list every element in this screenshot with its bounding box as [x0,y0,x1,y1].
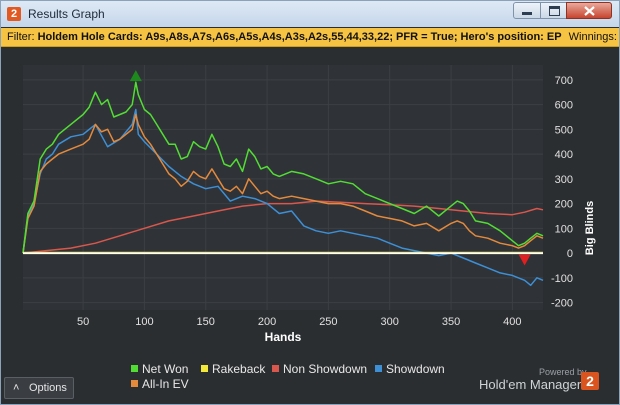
y-tick-label: -200 [551,298,573,310]
close-icon [584,6,595,16]
series-layer [22,81,544,287]
options-button[interactable]: ˄ Options [4,377,74,399]
winnings-text: Winnings: 69,5 [568,31,619,43]
y-tick-label: 700 [555,75,573,87]
y-tick-label: -100 [551,273,573,285]
x-tick-label: 300 [381,316,399,328]
caret-up-icon: ˄ [13,382,20,394]
legend-label: Net Won [142,362,189,376]
y-tick-label: 600 [555,100,573,112]
max-marker [129,70,142,82]
y-tick-label: 500 [555,124,573,136]
minimize-icon [522,12,532,15]
legend-item-non-showdown[interactable]: Non Showdown [272,362,367,376]
y-tick-label: 100 [555,223,573,235]
x-tick-label: 100 [135,316,153,328]
series-non-showdown [22,200,544,254]
x-axis: 50 100 150 200 250 300 350 400 [77,316,522,328]
maximize-icon [549,6,560,16]
series-all-in-ev [22,113,544,254]
legend-swatch [201,365,208,372]
x-tick-label: 350 [442,316,460,328]
x-tick-label: 250 [319,316,337,328]
filter-text: Holdem Hole Cards: A9s,A8s,A7s,A6s,A5s,A… [37,31,562,43]
legend-swatch [272,365,279,372]
y-tick-label: 400 [555,149,573,161]
plot-area [23,65,543,310]
x-tick-label: 400 [503,316,521,328]
legend-item-rakeback[interactable]: Rakeback [201,362,265,376]
series-net-won [22,81,544,254]
legend-item-all-in-ev[interactable]: All-In EV [131,377,189,391]
x-tick-label: 200 [258,316,276,328]
legend-swatch [131,380,138,387]
y-tick-label: 200 [555,199,573,211]
filter-prefix: Filter: [7,31,35,43]
min-marker [518,254,531,266]
filter-bar: Filter: Holdem Hole Cards: A9s,A8s,A7s,A… [1,28,619,47]
legend-item-net-won[interactable]: Net Won [131,362,188,376]
results-chart: 50 100 150 200 250 300 350 400 -200 -100 0 100 200 3… [22,65,596,344]
title-bar[interactable]: 2 Results Graph [1,1,619,27]
legend-label: All-In EV [142,377,189,391]
y-tick-label: 0 [567,248,573,260]
brand-logo-icon: 2 [581,372,599,390]
window-title: Results Graph [28,7,105,21]
brand-name: Hold'em Manager [479,377,582,392]
x-tick-label: 50 [77,316,89,328]
options-label: Options [29,382,67,394]
y-axis-label: Big Blinds [584,201,596,255]
legend-item-showdown[interactable]: Showdown [375,362,445,376]
legend-swatch [375,365,382,372]
series-showdown [22,108,544,287]
y-axis: -200 -100 0 100 200 300 400 500 600 700 [551,75,573,310]
x-axis-label: Hands [265,330,302,344]
app-logo-icon: 2 [7,7,21,21]
legend-label: Rakeback [212,362,266,376]
maximize-button[interactable] [540,2,567,19]
y-tick-label: 300 [555,174,573,186]
legend-label: Showdown [386,362,445,376]
legend-swatch [131,365,138,372]
close-button[interactable] [566,2,612,19]
powered-by-text: Powered by [539,367,587,377]
x-tick-label: 150 [197,316,215,328]
marker-layer [129,70,531,266]
minimize-button[interactable] [513,2,541,19]
legend-label: Non Showdown [283,362,368,376]
